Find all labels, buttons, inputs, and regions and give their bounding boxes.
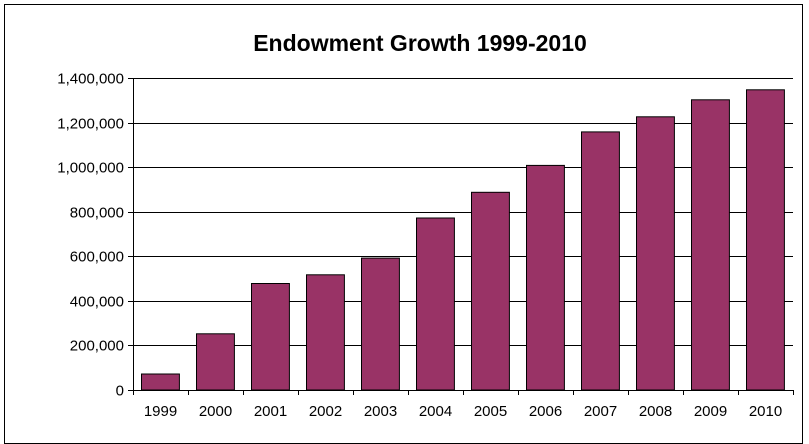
- bar-2005: [471, 191, 510, 391]
- x-tick-label: 2006: [529, 403, 562, 420]
- x-tick-labels: 1999 2000 2001 2002 2003 2004 2005 2006 2007 2008…: [144, 403, 782, 420]
- y-tick-labels: 0 200,000 400,000 600,000 800,000 1,000,000 1,…: [57, 71, 124, 400]
- y-tick-label: 0: [116, 383, 124, 400]
- y-tick-label: 200,000: [70, 338, 124, 355]
- x-tick-label: 2009: [694, 403, 727, 420]
- x-tick-label: 2000: [199, 403, 232, 420]
- y-tick-label: 1,000,000: [57, 160, 124, 177]
- bar-2002: [306, 274, 345, 391]
- bar-1999: [141, 373, 180, 391]
- bars: [141, 89, 785, 391]
- y-tick-label: 1,400,000: [57, 71, 124, 88]
- y-tick-label: 1,200,000: [57, 116, 124, 133]
- bar-2003: [361, 257, 400, 391]
- y-tick-label: 400,000: [70, 294, 124, 311]
- endowment-bar-chart: Endowment Growth 1999-2010 0 200,000 400,0…: [57, 30, 794, 420]
- y-tick-label: 800,000: [70, 205, 124, 222]
- x-tick-label: 2005: [474, 403, 507, 420]
- x-tick-label: 2007: [584, 403, 617, 420]
- bar-2006: [526, 164, 565, 391]
- bar-2007: [581, 131, 620, 391]
- x-tick-label: 2004: [419, 403, 452, 420]
- axes: [128, 78, 794, 395]
- bar-2004: [416, 217, 455, 391]
- x-tick-label: 2003: [364, 403, 397, 420]
- bar-2010: [746, 89, 785, 391]
- chart-title: Endowment Growth 1999-2010: [253, 30, 587, 56]
- gridlines: [133, 78, 793, 346]
- bar-2000: [196, 333, 235, 391]
- x-tick-label: 2002: [309, 403, 342, 420]
- y-tick-label: 600,000: [70, 249, 124, 266]
- x-tick-label: 1999: [144, 403, 177, 420]
- x-tick-label: 2008: [639, 403, 672, 420]
- x-tick-label: 2010: [749, 403, 782, 420]
- bar-2001: [251, 283, 290, 391]
- bar-2009: [691, 99, 730, 391]
- x-tick-label: 2001: [254, 403, 287, 420]
- bar-2008: [636, 116, 675, 391]
